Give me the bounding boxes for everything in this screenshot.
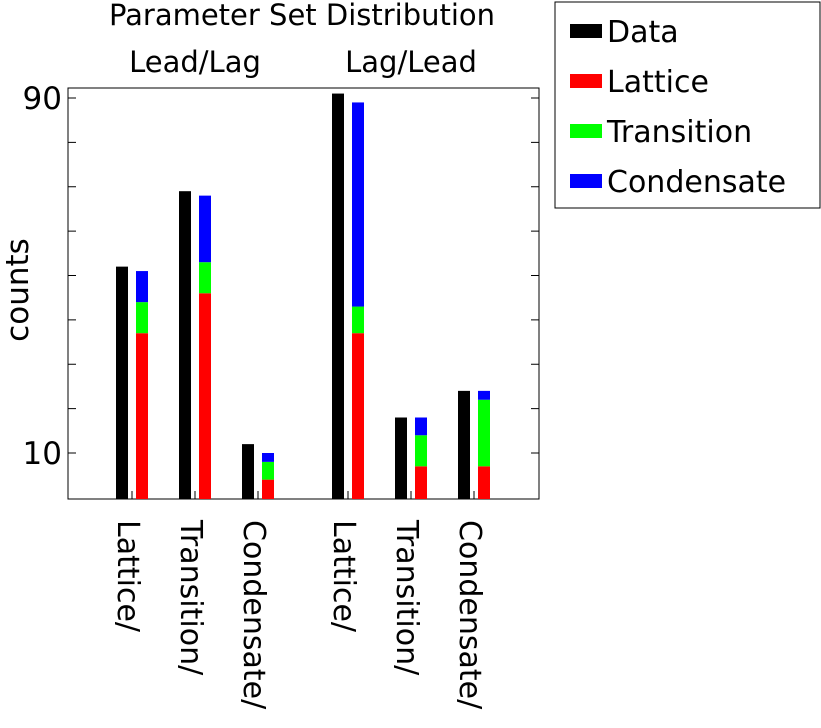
legend-swatch-transition: [570, 124, 602, 138]
bar-transition: [415, 435, 427, 467]
bar-transition: [262, 461, 274, 480]
x-tick-label: Transition/: [173, 519, 208, 676]
bar-data: [332, 93, 344, 499]
y-tick-label: 10: [23, 436, 62, 472]
chart-title: Parameter Set Distribution: [109, 0, 495, 32]
bar-condensate: [199, 195, 211, 263]
x-tick-label: Condensate/: [236, 520, 271, 710]
legend: Data Lattice Transition Condensate: [554, 1, 821, 209]
bar-data: [395, 417, 407, 499]
y-tick-label: 90: [23, 81, 62, 117]
bar-data: [179, 191, 191, 499]
legend-items: Data Lattice Transition Condensate: [570, 15, 786, 200]
x-tick-label: Lattice/: [110, 520, 145, 633]
plot-layer: 10 90 Lattice/Transition/Condensate/Lattic…: [23, 81, 539, 710]
legend-swatch-data: [570, 24, 602, 38]
legend-swatch-condensate: [570, 174, 602, 188]
bar-lattice: [136, 333, 148, 499]
group-label-lag-lead: Lag/Lead: [345, 45, 477, 79]
legend-label-transition: Transition: [606, 115, 752, 150]
plot-area: [67, 87, 540, 500]
legend-label-data: Data: [607, 15, 679, 50]
bar-data: [242, 444, 254, 499]
bar-condensate: [478, 390, 490, 400]
legend-label-lattice: Lattice: [607, 65, 709, 100]
bar-condensate: [262, 453, 274, 462]
bar-transition: [136, 302, 148, 334]
x-tick-label: Transition/: [389, 519, 424, 676]
bar-transition: [352, 306, 364, 334]
bar-data: [116, 266, 128, 499]
bar-condensate: [415, 417, 427, 436]
bar-condensate: [352, 102, 364, 307]
x-tick-label: Condensate/: [452, 520, 487, 710]
bar-lattice: [478, 466, 490, 499]
legend-swatch-lattice: [570, 74, 602, 88]
bar-lattice: [199, 293, 211, 499]
bar-transition: [199, 262, 211, 294]
bar-lattice: [415, 466, 427, 499]
x-tick-label: Lattice/: [326, 520, 361, 633]
bar-transition: [478, 399, 490, 467]
bar-lattice: [352, 333, 364, 499]
bar-condensate: [136, 271, 148, 303]
bar-lattice: [262, 479, 274, 499]
y-axis-label: counts: [0, 238, 36, 342]
group-label-lead-lag: Lead/Lag: [129, 45, 261, 79]
legend-label-condensate: Condensate: [607, 165, 786, 200]
bar-data: [458, 390, 470, 499]
